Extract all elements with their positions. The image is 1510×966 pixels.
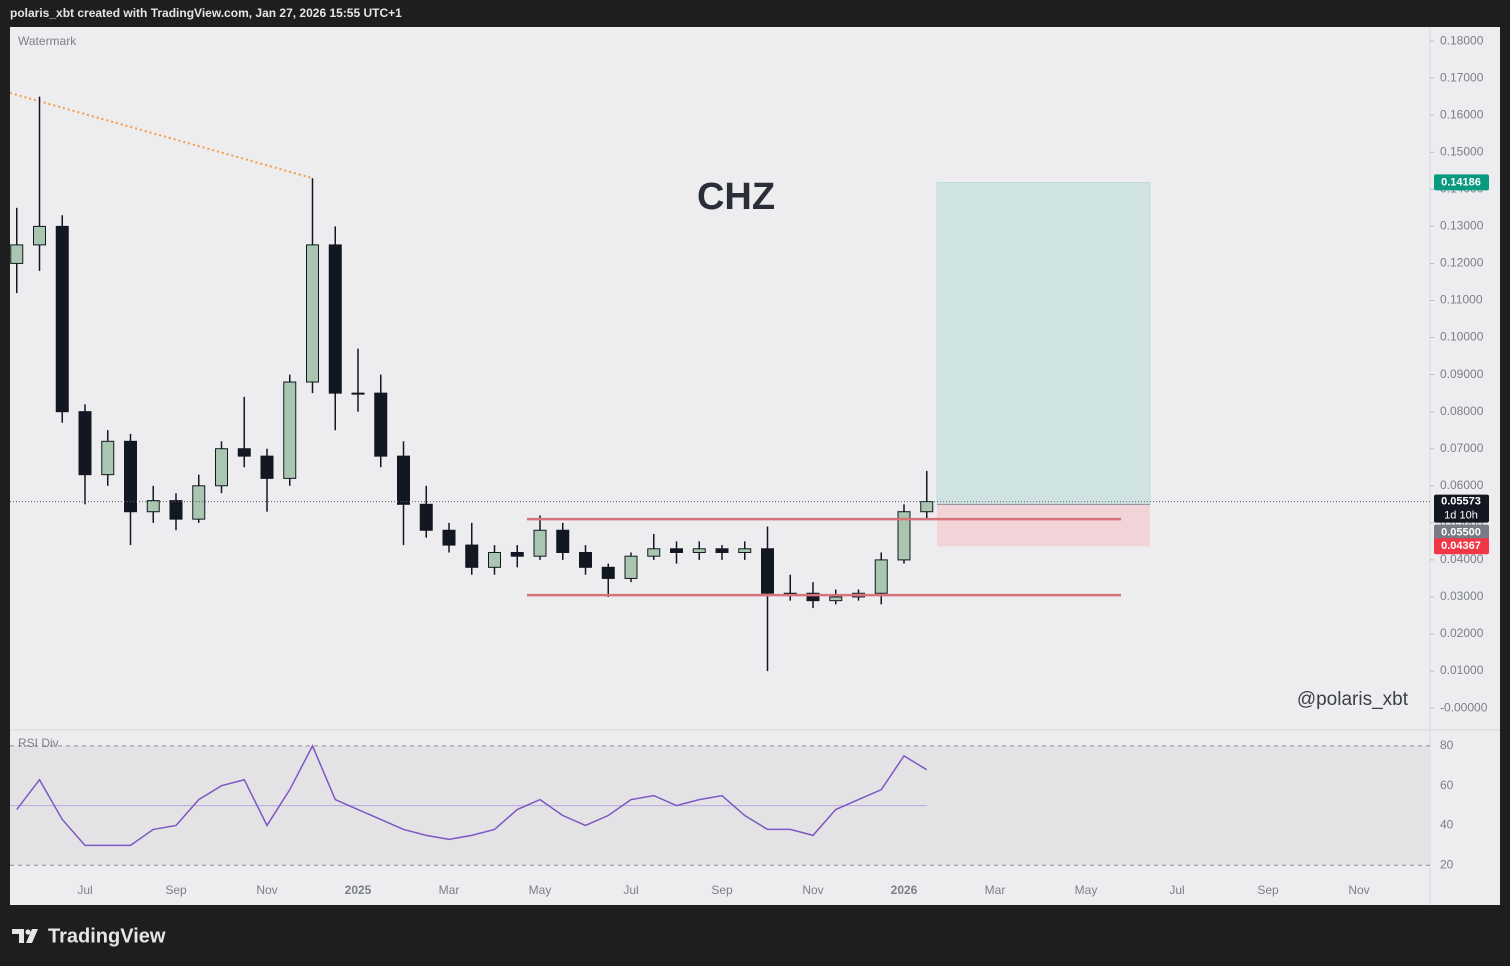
last-price-label: 0.05573 <box>1441 496 1481 508</box>
y-tick-label: 0.01000 <box>1440 663 1484 677</box>
candle-body <box>283 381 297 479</box>
candle-body <box>806 592 820 602</box>
candle-body <box>169 500 183 520</box>
x-tick-label: Nov <box>1348 883 1369 897</box>
y-tick-label: 0.08000 <box>1440 404 1484 418</box>
candle-body <box>465 544 479 568</box>
candle-body <box>124 440 137 513</box>
y-tick-label: 0.11000 <box>1440 293 1483 307</box>
x-tick-label: Mar <box>439 883 460 897</box>
candle-body <box>601 566 615 579</box>
candle-body <box>442 529 456 546</box>
candle-body <box>761 548 774 594</box>
x-tick-label: Jul <box>623 883 638 897</box>
candle-body <box>146 500 160 513</box>
candle-body <box>488 551 501 568</box>
candle-body <box>397 455 410 505</box>
y-tick-label: 0.06000 <box>1440 478 1484 492</box>
candle-body <box>419 503 433 531</box>
candle-body <box>237 448 251 457</box>
rsi-tick-label: 60 <box>1440 778 1454 792</box>
position-stop-zone <box>937 504 1150 547</box>
candle-body <box>624 555 638 579</box>
candle-body <box>670 548 683 553</box>
x-tick-label: Jul <box>1169 883 1184 897</box>
trendline <box>9 92 313 180</box>
candle-body <box>101 440 115 476</box>
candle-body <box>556 529 570 553</box>
rsi-tick-label: 40 <box>1440 818 1454 832</box>
candle-body <box>647 548 661 557</box>
y-tick-label: -0.00000 <box>1440 700 1488 714</box>
entry-badge-label: 0.05500 <box>1441 527 1481 539</box>
x-tick-label: Nov <box>256 883 277 897</box>
candle-body <box>78 411 92 476</box>
position-target-zone <box>936 182 1151 505</box>
y-tick-label: 0.15000 <box>1440 144 1484 158</box>
candle-body <box>374 392 388 457</box>
rsi-line <box>16 744 928 847</box>
y-tick-label: 0.16000 <box>1440 107 1484 121</box>
watermark: Watermark <box>18 34 77 48</box>
x-tick-label: May <box>1075 883 1098 897</box>
candle-body <box>692 548 706 553</box>
candle-body <box>533 529 547 557</box>
y-tick-label: 0.09000 <box>1440 367 1484 381</box>
y-tick-label: 0.12000 <box>1440 256 1484 270</box>
rsi-tick-label: 80 <box>1440 738 1454 752</box>
y-tick-label: 0.17000 <box>1440 70 1484 84</box>
x-tick-label: Sep <box>1257 883 1279 897</box>
candle-body <box>829 596 843 602</box>
x-tick-label: Mar <box>985 883 1006 897</box>
y-tick-label: 0.02000 <box>1440 626 1484 640</box>
x-tick-label: 2026 <box>891 883 918 897</box>
x-tick-label: Nov <box>802 883 823 897</box>
candle-body <box>260 455 274 479</box>
candle-body <box>215 448 228 487</box>
candle-body <box>10 244 24 264</box>
candle-body <box>55 225 69 413</box>
candle-body <box>920 501 934 513</box>
target-badge-label: 0.14186 <box>1441 176 1481 188</box>
candle-body <box>306 244 319 383</box>
rsi-name: RSI Div <box>18 736 59 750</box>
candle-body <box>874 559 888 594</box>
countdown-label: 1d 10h <box>1444 510 1478 522</box>
candle-body <box>351 392 365 395</box>
candle-body <box>510 551 524 557</box>
candle-body <box>328 244 342 394</box>
y-tick-label: 0.07000 <box>1440 441 1484 455</box>
brand-logo <box>12 929 38 943</box>
candle-body <box>33 225 46 246</box>
header: polaris_xbt created with TradingView.com… <box>10 6 402 20</box>
stop-badge-label: 0.04367 <box>1441 540 1481 552</box>
signature: @polaris_xbt <box>1297 689 1409 710</box>
x-tick-label: Sep <box>165 883 187 897</box>
candle-body <box>579 551 592 568</box>
y-tick-label: 0.13000 <box>1440 219 1484 233</box>
rsi-tick-label: 20 <box>1440 857 1454 871</box>
y-tick-label: 0.10000 <box>1440 330 1484 344</box>
candle-body <box>738 548 752 553</box>
target-badge <box>1434 174 1489 191</box>
x-tick-label: Jul <box>77 883 92 897</box>
x-tick-label: Sep <box>711 883 733 897</box>
y-tick-label: 0.18000 <box>1440 33 1484 47</box>
entry-badge <box>1434 524 1489 541</box>
candle-body <box>715 548 729 553</box>
stop-badge <box>1434 538 1489 555</box>
y-tick-label: 0.04000 <box>1440 552 1484 566</box>
x-tick-label: May <box>529 883 552 897</box>
y-tick-label: 0.03000 <box>1440 589 1484 603</box>
x-tick-label: 2025 <box>345 883 372 897</box>
chart-title: CHZ <box>697 176 775 218</box>
last-price-badge <box>1434 494 1489 523</box>
brand-name: TradingView <box>48 925 166 947</box>
candle-body <box>192 485 206 520</box>
candle-body <box>897 511 911 561</box>
